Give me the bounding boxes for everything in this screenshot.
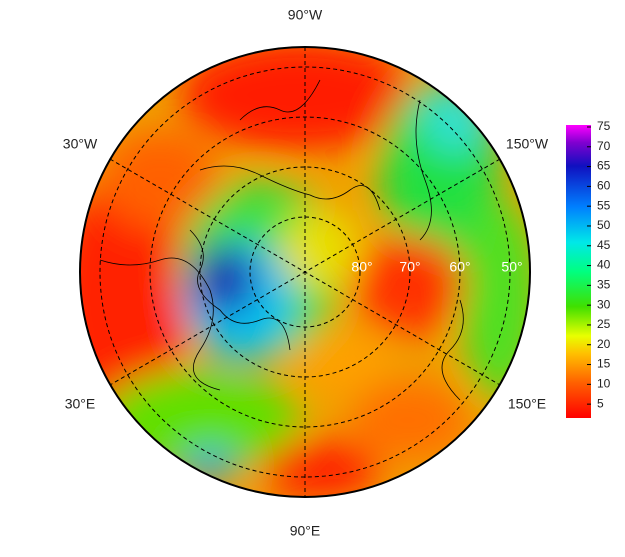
lat-label: 60° [449,259,470,275]
colorbar-tick-label: 75 [597,119,611,133]
colorbar-tick-label: 30 [597,297,611,311]
coastlines [99,79,464,401]
colorbar-tick-label: 35 [597,278,611,292]
colorbar-tick-label: 25 [597,317,611,331]
colorbar-ticks: 5 10 15 20 25 30 35 40 45 50 55 60 65 70 75 [587,119,611,410]
colorbar-tick-label: 40 [597,258,611,272]
lon-label: 90°E [290,523,321,539]
colorbar-tick-label: 15 [597,357,611,371]
colorbar-tick-label: 45 [597,238,611,252]
lon-label: 150°E [508,396,546,412]
lon-label: 90°W [288,7,323,23]
colorbar [566,125,591,418]
lat-label: 70° [399,259,420,275]
colorbar-tick-label: 20 [597,337,611,351]
colorbar-tick-label: 10 [597,377,611,391]
lat-label: 50° [501,259,522,275]
lon-label: 150°W [506,136,549,152]
graticule [99,47,511,497]
lon-label: 30°E [65,396,96,412]
colorbar-tick-label: 60 [597,179,611,193]
colorbar-tick-label: 5 [597,396,604,410]
lat-label: 80° [351,259,372,275]
colorbar-tick-label: 70 [597,139,611,153]
data-field [80,47,530,497]
map-border [79,46,531,498]
colorbar-tick-label: 65 [597,159,611,173]
colorbar-tick-label: 55 [597,198,611,212]
colorbar-tick-label: 50 [597,218,611,232]
lon-label: 30°W [63,136,98,152]
